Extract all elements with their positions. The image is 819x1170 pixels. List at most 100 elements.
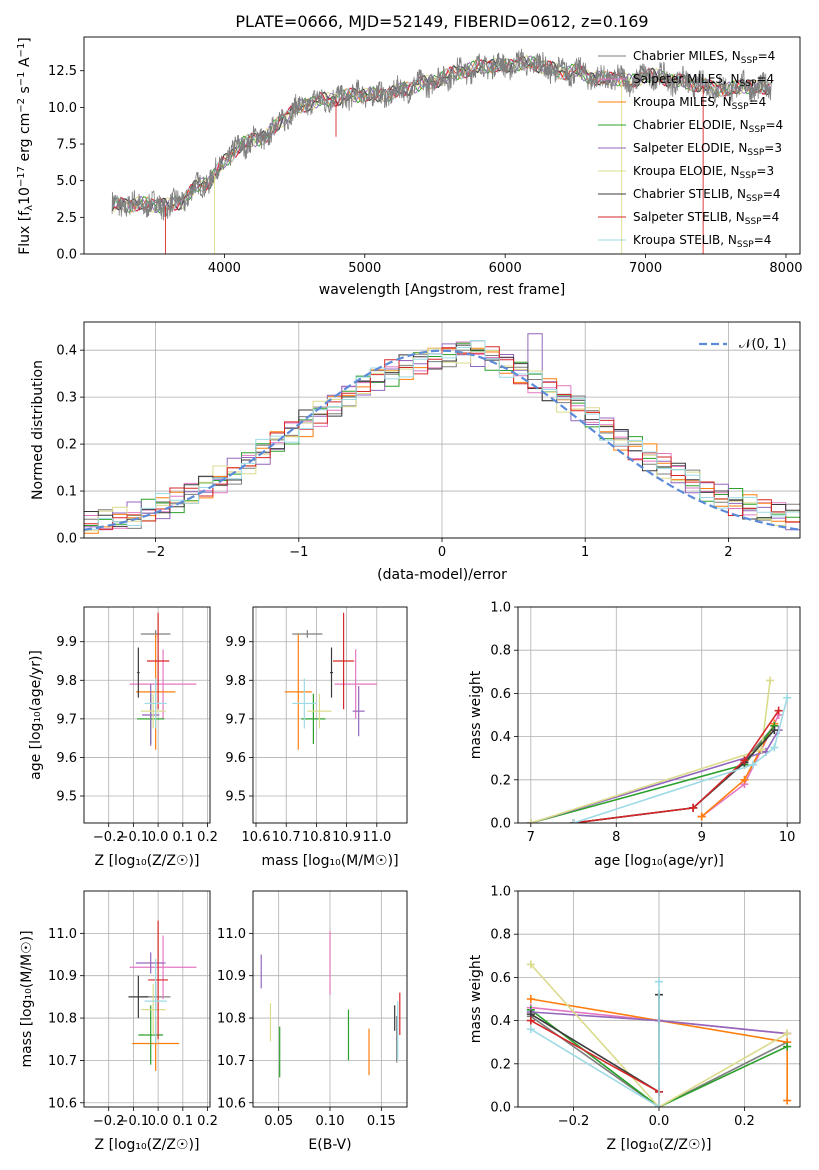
y-tick-label: 10.8: [217, 1012, 246, 1027]
y-tick-label: 10.9: [48, 969, 77, 984]
panel-z-vs-mass: −0.2−0.10.0 0.1 0.2 10.6 10.7 10.8 10.9 11.0: [48, 890, 218, 1129]
x-tick-label: 6000: [489, 261, 522, 276]
marker-kroupa-elodie: [526, 819, 535, 823]
x-tick-label: 0.0: [148, 830, 169, 845]
y-tick-label: 0.8: [490, 928, 511, 943]
x-tick-label: 5000: [348, 261, 381, 276]
y-axis-label-part: −2: [16, 98, 27, 113]
y-tick-label: 9.7: [225, 712, 246, 727]
marker-kroupa-elodie: [783, 1029, 792, 1038]
x-axis-label: age [log₁₀(age/yr)]: [594, 853, 724, 869]
y-axis-label-part: 10: [17, 187, 33, 205]
marker-kroupa-miles: [526, 995, 535, 1003]
y-tick-label: 1.0: [490, 885, 511, 900]
series-chabrier-miles: [573, 725, 776, 823]
series-chabrier-miles: [530, 1015, 788, 1107]
gaussian-curve: [84, 349, 800, 531]
x-tick-label: 10: [779, 830, 796, 845]
marker-salpeter-stelib: [740, 756, 749, 765]
y-tick-label: 9.8: [56, 674, 77, 689]
y-tick-label: 0.0: [490, 1101, 511, 1116]
observed-spectrum: [111, 48, 772, 221]
y-tick-label: 0.0: [490, 817, 511, 832]
marker-kroupa-stelib: [655, 977, 663, 986]
y-tick-label: 0.6: [490, 971, 511, 986]
panel-z-vs-age: −0.2−0.10.0 0.1 0.2 9.5 9.6 9.7 9.8 9.9: [56, 606, 218, 845]
x-tick-label: 2: [724, 545, 732, 560]
legend-label-kroupa-stelib: Kroupa STELIB, NSSP=4: [633, 233, 771, 250]
x-tick-label: 10.9: [332, 830, 361, 845]
series-salpeter-stelib: [573, 710, 780, 823]
x-tick-label: 0.15: [367, 1114, 396, 1129]
y-tick-label: 11.0: [217, 927, 246, 942]
legend-label-kroupa-miles: Kroupa MILES, NSSP=4: [633, 95, 766, 112]
histogram-salpeter-stelib: [84, 346, 800, 530]
y-tick-label: 0.0: [56, 532, 77, 547]
x-tick-label: −0.1: [118, 1114, 150, 1129]
y-tick-label: 10.6: [48, 1096, 77, 1111]
marker-kroupa-elodie: [757, 745, 766, 754]
axes-frame: [252, 890, 408, 1108]
x-tick-label: 0.2: [197, 830, 218, 845]
x-tick-label: 8: [612, 830, 620, 845]
y-tick-label: 9.6: [225, 751, 246, 766]
histogram-chabrier-stelib: [84, 344, 800, 527]
series-chabrier-elodie: [530, 1009, 788, 1107]
y-tick-label: 0.6: [490, 687, 511, 702]
x-tick-label: −0.2: [93, 1114, 125, 1129]
x-tick-label: 4000: [208, 261, 241, 276]
series-kroupa-elodie: [530, 680, 771, 823]
y-tick-label: 9.8: [225, 674, 246, 689]
y-tick-label: 9.9: [56, 635, 77, 650]
y-axis-label-part: −17: [16, 166, 27, 187]
panel-ebv-vs-mass: 0.05 0.10 0.15 10.6 10.7 10.8 10.9 11.0: [217, 890, 408, 1129]
x-tick-label: 8000: [769, 261, 802, 276]
x-tick-label: −0.2: [93, 830, 125, 845]
y-tick-label: 0.2: [56, 438, 77, 453]
y-tick-label: 10.0: [48, 101, 77, 116]
x-axis-label: mass [log₁₀(M/M☉)]: [261, 853, 398, 869]
legend-label-salpeter-stelib: Salpeter STELIB, NSSP=4: [633, 210, 779, 227]
y-axis-label: mass [log₁₀(M/M☉)]: [19, 930, 35, 1067]
marker-salpeter-stelib: [526, 1016, 535, 1025]
marker-kroupa-stelib: [655, 1103, 663, 1107]
y-axis-label-part: −1: [16, 71, 27, 86]
y-tick-label: 0.8: [490, 644, 511, 659]
x-tick-label: 10.7: [272, 830, 301, 845]
x-axis-label: E(B-V): [308, 1137, 351, 1153]
model-spectrum-kroupa-stelib: [111, 58, 771, 213]
marker-kroupa-miles: [740, 775, 749, 784]
plot-area: [129, 612, 197, 750]
x-tick-label: 7000: [629, 261, 662, 276]
legend-label-salpeter-miles: Salpeter MILES, NSSP=4: [633, 72, 774, 89]
legend: Chabrier MILES, NSSP=4 Salpeter MILES, NS…: [598, 49, 783, 250]
series-kroupa-stelib: [530, 981, 660, 1107]
axes-frame: [83, 890, 211, 1108]
y-tick-label: 0.0: [56, 248, 77, 263]
y-tick-label: 9.5: [225, 790, 246, 805]
panel-z-vs-massweight: −0.2 0.0 0.2 0.0 0.2 0.4 0.6 0.8 1.0: [490, 885, 801, 1129]
marker-kroupa-stelib: [569, 819, 578, 823]
x-tick-label: 0.05: [264, 1114, 293, 1129]
marker-kroupa-stelib: [783, 693, 792, 702]
series-salpeter-elodie: [530, 729, 780, 823]
y-axis-label-part: Flux [f: [17, 210, 33, 255]
y-tick-label: 0.4: [490, 730, 511, 745]
y-tick-label: 5.0: [56, 174, 77, 189]
y-tick-label: 1.0: [490, 601, 511, 616]
axes-frame: [83, 606, 211, 824]
y-tick-label: 0.3: [56, 391, 77, 406]
x-tick-label: 11.0: [362, 830, 391, 845]
x-tick-label: −2: [146, 545, 165, 560]
chart-title: PLATE=0666, MJD=52149, FIBERID=0612, z=0…: [235, 12, 648, 31]
axes-frame: [517, 890, 801, 1108]
y-tick-label: 2.5: [56, 211, 77, 226]
y-tick-label: 0.4: [56, 344, 77, 359]
legend-label-chabrier-elodie: Chabrier ELODIE, NSSP=4: [633, 118, 783, 135]
x-tick-label: 10.8: [302, 830, 331, 845]
marker-kroupa-miles: [697, 812, 706, 821]
axes-frame: [517, 606, 801, 824]
x-tick-label: 10.6: [242, 830, 271, 845]
x-tick-label: 0: [438, 545, 446, 560]
